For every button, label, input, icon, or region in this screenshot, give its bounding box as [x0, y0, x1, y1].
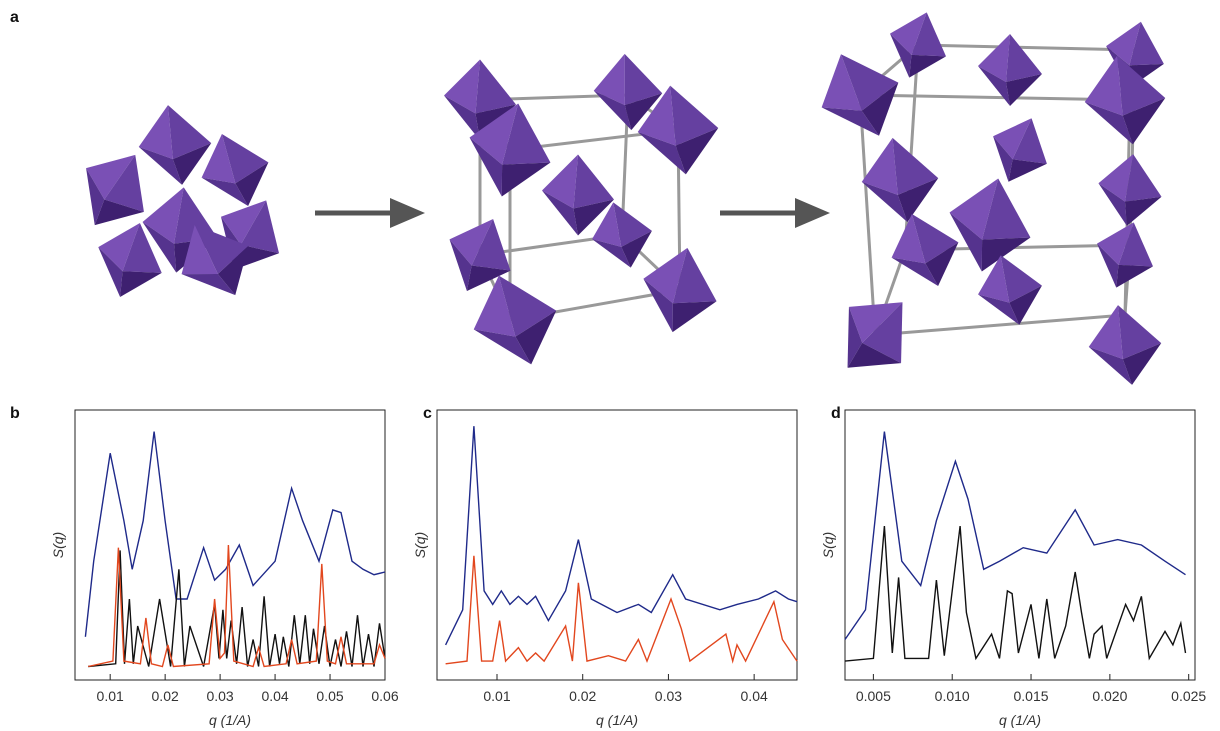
x-tick-label: 0.01: [97, 688, 124, 704]
x-axis-label: q (1/A): [999, 712, 1041, 728]
x-tick-label: 0.02: [152, 688, 179, 704]
x-axis-label: q (1/A): [596, 712, 638, 728]
panel-label: d: [831, 405, 841, 422]
illustration: [64, 5, 1173, 393]
x-tick-label: 0.04: [261, 688, 288, 704]
x-tick-label: 0.010: [935, 688, 970, 704]
x-tick-label: 0.020: [1092, 688, 1127, 704]
data-line: [446, 556, 797, 664]
x-tick-label: 0.02: [569, 688, 596, 704]
x-tick-label: 0.015: [1014, 688, 1049, 704]
plot-frame: [437, 410, 797, 680]
y-axis-label: S(q): [412, 532, 428, 558]
x-tick-label: 0.01: [483, 688, 510, 704]
panel-label: a: [10, 9, 19, 26]
x-tick-label: 0.03: [206, 688, 233, 704]
panel-label: c: [423, 405, 432, 422]
x-axis-label: q (1/A): [209, 712, 251, 728]
x-tick-label: 0.005: [856, 688, 891, 704]
x-tick-label: 0.04: [741, 688, 768, 704]
y-axis-label: S(q): [820, 532, 836, 558]
panel-label: b: [10, 405, 20, 422]
x-tick-label: 0.025: [1171, 688, 1206, 704]
data-line: [446, 426, 797, 645]
data-line: [845, 526, 1186, 661]
x-tick-label: 0.06: [371, 688, 398, 704]
x-tick-label: 0.05: [316, 688, 343, 704]
y-axis-label: S(q): [50, 532, 66, 558]
figure: a: [0, 0, 1220, 731]
x-tick-label: 0.03: [655, 688, 682, 704]
plot-frame: [75, 410, 385, 680]
